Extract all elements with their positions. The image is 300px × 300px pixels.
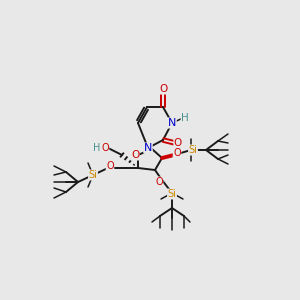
Text: O: O [155, 177, 163, 187]
Text: O: O [106, 161, 114, 171]
Text: O: O [159, 84, 167, 94]
Text: N: N [144, 143, 152, 153]
Text: N: N [168, 118, 176, 128]
Polygon shape [148, 147, 152, 149]
Text: H: H [181, 113, 189, 123]
Text: Si: Si [168, 189, 176, 199]
Text: Si: Si [189, 145, 197, 155]
Text: O: O [174, 138, 182, 148]
Text: O: O [173, 148, 181, 158]
Text: O: O [131, 150, 139, 160]
Text: H: H [93, 143, 101, 153]
Text: Si: Si [88, 170, 98, 180]
Text: O: O [101, 143, 109, 153]
